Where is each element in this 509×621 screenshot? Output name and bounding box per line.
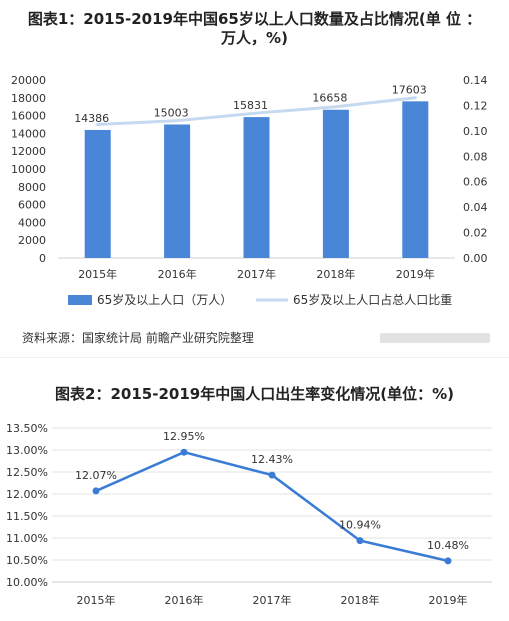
y-right-tick-label: 0.08 bbox=[463, 150, 488, 163]
bar-value-label: 15003 bbox=[154, 106, 189, 119]
y-tick-label: 10.50% bbox=[6, 554, 48, 567]
data-point-2015年 bbox=[92, 487, 100, 495]
chart1-title: 图表1：2015-2019年中国65岁以上人口数量及占比情况(单 位 ： 万人，… bbox=[0, 10, 509, 48]
x-tick-label: 2016年 bbox=[158, 267, 197, 281]
y-left-tick-label: 4000 bbox=[18, 216, 46, 229]
y-tick-label: 11.50% bbox=[6, 510, 48, 523]
chart2: 10.00% 10.50% 11.00% 11.50% 12.00% 12.50% 13.0… bbox=[6, 422, 492, 607]
chart2-title: 图表2：2015-2019年中国人口出生率变化情况(单位：%) bbox=[55, 385, 454, 403]
bar-2019年 bbox=[402, 101, 429, 258]
y-left-tick-label: 0 bbox=[39, 252, 46, 265]
x-tick-label: 2018年 bbox=[316, 267, 355, 281]
x-tick-label: 2018年 bbox=[341, 593, 380, 607]
chart1: 0 2000 4000 6000 8000 10000 12000 14000 16000 180… bbox=[11, 74, 488, 307]
legend-swatch-bars bbox=[68, 295, 92, 305]
data-label: 12.43% bbox=[251, 453, 293, 466]
data-label: 10.94% bbox=[339, 519, 381, 532]
chart1-title-line1: 图表1：2015-2019年中国65岁以上人口数量及占比情况(单 位 ： bbox=[27, 10, 482, 28]
legend-label-line: 65岁及以上人口占总人口比重 bbox=[293, 292, 452, 307]
x-tick-label: 2015年 bbox=[77, 593, 116, 607]
data-label: 10.48% bbox=[427, 539, 469, 552]
line-birth-rate bbox=[95, 450, 449, 563]
y-tick-label: 10.00% bbox=[6, 576, 48, 589]
bar-value-label: 17603 bbox=[392, 83, 427, 96]
x-tick-label: 2015年 bbox=[78, 267, 117, 281]
x-tick-label: 2017年 bbox=[237, 267, 276, 281]
y-left-tick-label: 16000 bbox=[11, 110, 46, 123]
y-left-tick-label: 10000 bbox=[11, 163, 46, 176]
bar-2017年 bbox=[243, 117, 270, 258]
legend-label-bars: 65岁及以上人口（万人） bbox=[97, 292, 232, 307]
bar-2016年 bbox=[164, 124, 191, 258]
y-left-tick-label: 18000 bbox=[11, 92, 46, 105]
bar-2018年 bbox=[322, 109, 349, 258]
y-tick-label: 12.50% bbox=[6, 466, 48, 479]
data-point-2017年 bbox=[268, 471, 276, 479]
data-label: 12.95% bbox=[163, 430, 205, 443]
y-right-tick-label: 0.02 bbox=[463, 227, 488, 240]
bar-value-label: 15831 bbox=[233, 99, 268, 112]
x-tick-label: 2019年 bbox=[396, 267, 435, 281]
y-left-tick-label: 14000 bbox=[11, 127, 46, 140]
bar-2015年 bbox=[84, 129, 111, 258]
x-tick-label: 2019年 bbox=[429, 593, 468, 607]
chart1-title-line2: 万人，%) bbox=[221, 29, 288, 47]
y-tick-label: 12.00% bbox=[6, 488, 48, 501]
y-left-tick-label: 20000 bbox=[11, 74, 46, 87]
x-tick-label: 2017年 bbox=[253, 593, 292, 607]
y-right-tick-label: 0.04 bbox=[463, 201, 488, 214]
y-tick-label: 13.00% bbox=[6, 444, 48, 457]
y-left-tick-label: 2000 bbox=[18, 234, 46, 247]
y-right-tick-label: 0.14 bbox=[463, 74, 488, 87]
source-note: 资料来源：国家统计局 前瞻产业研究院整理 bbox=[22, 331, 254, 345]
y-tick-label: 11.00% bbox=[6, 532, 48, 545]
data-point-2018年 bbox=[356, 537, 364, 545]
y-left-tick-label: 12000 bbox=[11, 145, 46, 158]
y-right-tick-label: 0.06 bbox=[463, 176, 488, 189]
y-left-tick-label: 8000 bbox=[18, 181, 46, 194]
bar-value-label: 16658 bbox=[312, 92, 347, 105]
data-point-2019年 bbox=[444, 557, 452, 565]
x-tick-label: 2016年 bbox=[165, 593, 204, 607]
data-point-2016年 bbox=[180, 448, 188, 456]
y-right-tick-label: 0.12 bbox=[463, 99, 488, 112]
line-population-share bbox=[96, 96, 417, 126]
section-divider bbox=[0, 357, 509, 358]
bar-value-label: 14386 bbox=[74, 112, 109, 125]
y-right-tick-label: 0.10 bbox=[463, 125, 488, 138]
data-label: 12.07% bbox=[75, 469, 117, 482]
blurred-watermark-text bbox=[380, 333, 490, 343]
y-left-tick-label: 6000 bbox=[18, 199, 46, 212]
y-tick-label: 13.50% bbox=[6, 422, 48, 435]
y-right-tick-label: 0.00 bbox=[463, 252, 488, 265]
